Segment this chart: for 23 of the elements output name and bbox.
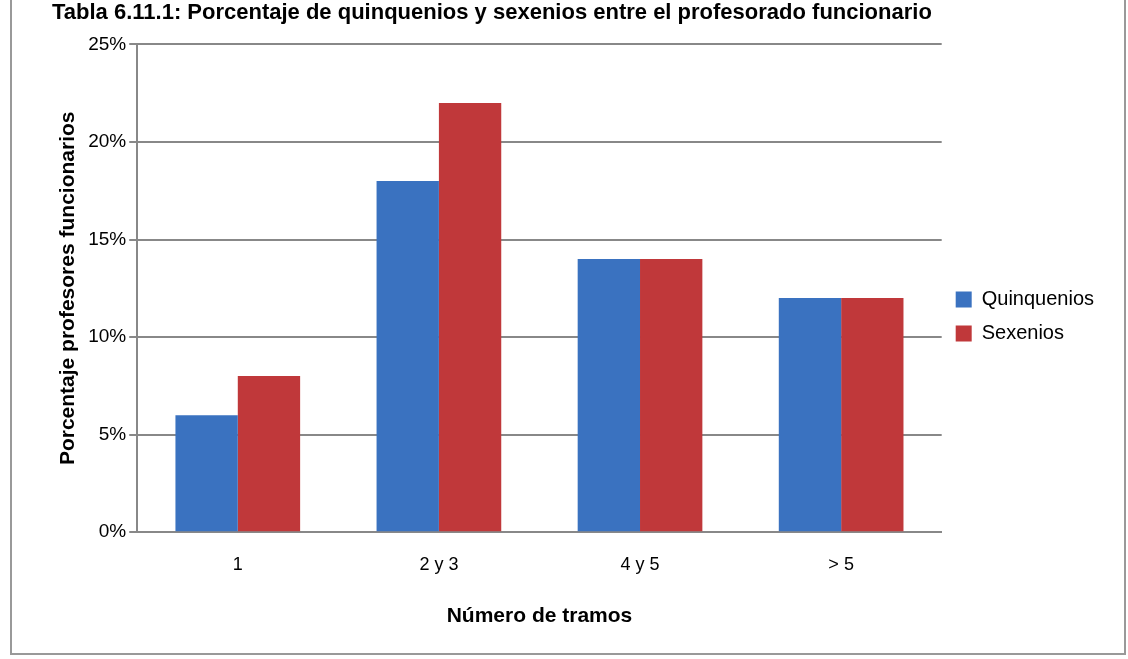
bar <box>778 298 842 532</box>
legend-label: Quinquenios <box>981 287 1095 310</box>
bar <box>640 259 703 532</box>
x-tick-label: > 5 <box>828 553 854 574</box>
bar <box>175 415 238 532</box>
y-axis-title: Porcentaje profesores funcionarios <box>55 111 79 466</box>
x-tick-label: 2 y 3 <box>419 553 459 574</box>
bar <box>841 298 904 532</box>
x-tick-label: 1 <box>232 553 243 574</box>
bar <box>438 102 502 532</box>
x-axis-title: Número de tramos <box>446 603 633 627</box>
bar <box>237 376 301 532</box>
y-tick-label: 10% <box>88 325 127 347</box>
bar <box>577 259 641 532</box>
legend-label: Sexenios <box>981 321 1064 344</box>
y-tick-label: 20% <box>88 130 127 152</box>
y-tick-label: 0% <box>98 520 127 542</box>
y-tick-label: 5% <box>98 422 127 444</box>
y-tick-label: 15% <box>88 227 127 249</box>
x-tick-label: 4 y 5 <box>620 553 660 574</box>
y-tick-label: 25% <box>88 32 127 54</box>
bar <box>376 180 439 532</box>
chart-title: Tabla 6.11.1: Porcentaje de quinquenios y sexenios entre el profesorado funcionario <box>52 0 932 25</box>
